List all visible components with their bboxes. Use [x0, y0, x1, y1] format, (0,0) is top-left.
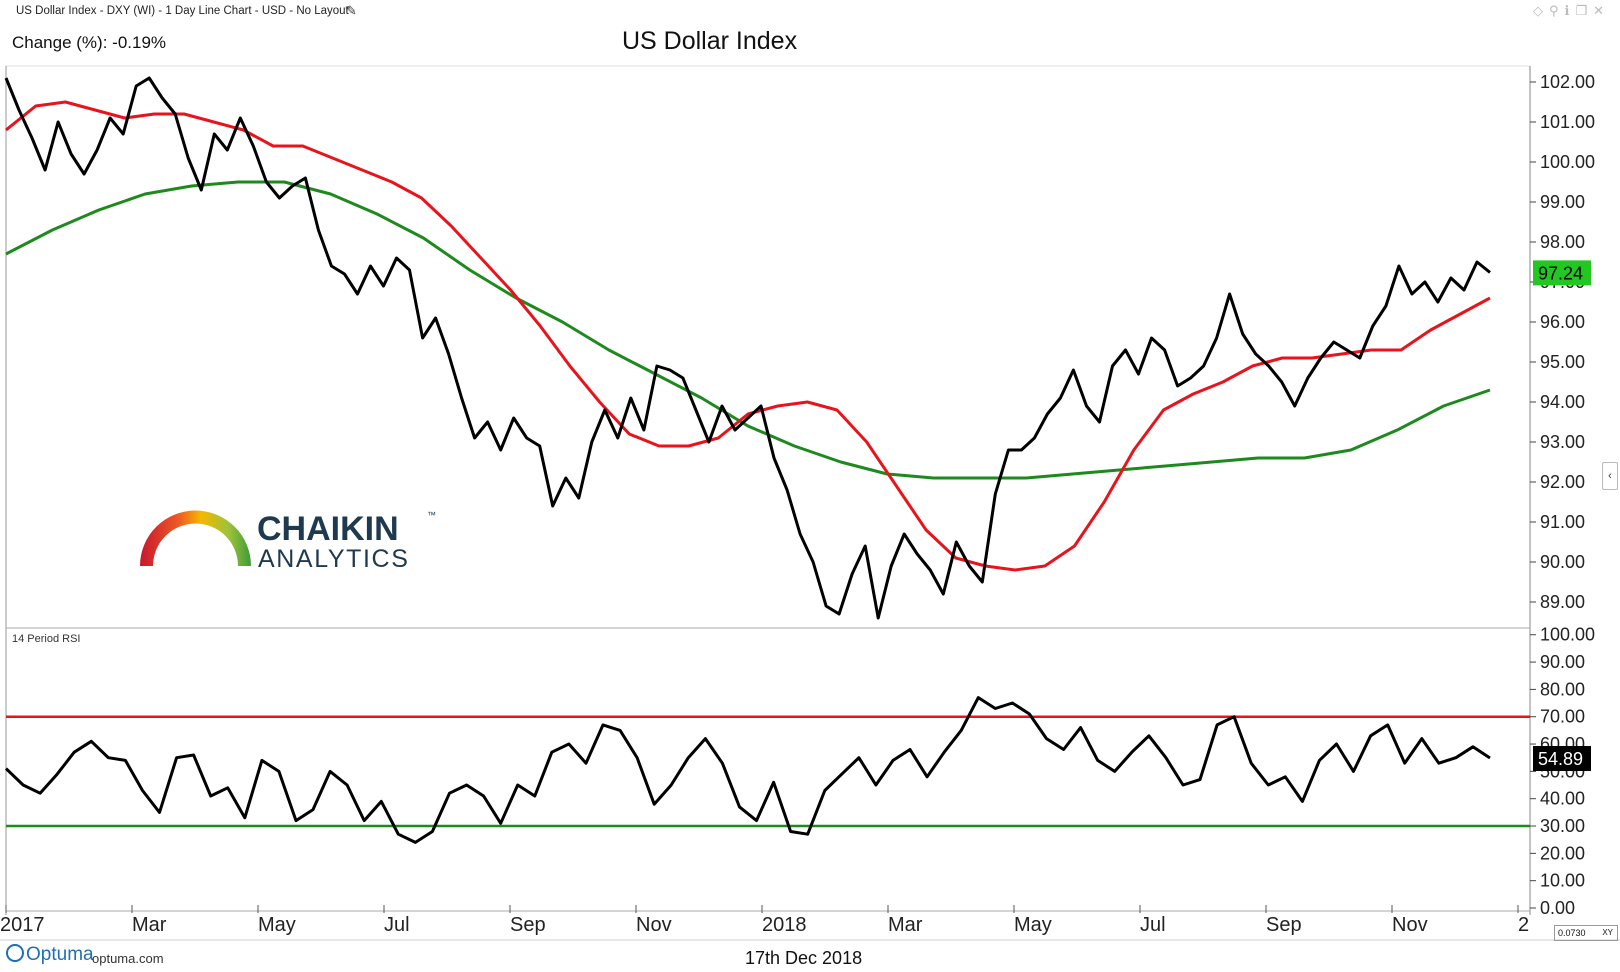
price-tick-label: 100.00	[1540, 152, 1595, 172]
x-tick-label: Mar	[132, 914, 167, 936]
x-tick-label: Jul	[384, 914, 410, 936]
rsi-tick-label: 20.00	[1540, 843, 1585, 863]
x-tick-label: Mar	[888, 914, 923, 936]
optuma-url[interactable]: optuma.com	[92, 951, 164, 966]
optuma-logo-icon	[6, 944, 24, 962]
rsi-line	[4, 696, 1491, 844]
x-tick-label: Nov	[636, 914, 672, 936]
ma200-line	[5, 180, 1491, 480]
change-percent: Change (%): -0.19%	[12, 33, 167, 52]
price-tick-label: 99.00	[1540, 192, 1585, 212]
rsi-tick-label: 30.00	[1540, 816, 1585, 836]
price-axis: 89.00 90.00 91.00 92.00 93.00 94.00 95.00 96.00…	[1530, 72, 1595, 612]
price-tick-label: 95.00	[1540, 352, 1585, 372]
close-icon[interactable]: ✕	[1593, 3, 1610, 18]
price-tick-label: 96.00	[1540, 312, 1585, 332]
price-last-tag-label: 97.24	[1538, 263, 1583, 283]
price-last-tag	[1533, 260, 1591, 286]
optuma-brand[interactable]: Optuma	[6, 944, 94, 966]
rsi-axis: 0.0010.0020.0030.0040.0050.0060.0070.008…	[1530, 625, 1595, 918]
ma50-series	[5, 100, 1491, 572]
chaikin-logo: CHAIKIN ™ ANALYTICS	[140, 510, 436, 573]
diamond-icon[interactable]: ◇	[1532, 3, 1549, 18]
x-tick-label: 2018	[762, 914, 807, 936]
x-tick-label: 2017	[0, 914, 45, 936]
collapse-panel-button[interactable]: ‹	[1602, 462, 1618, 490]
price-tick-label: 91.00	[1540, 512, 1585, 532]
chart-date: 17th Dec 2018	[745, 948, 863, 968]
restore-icon[interactable]: ❐	[1575, 3, 1594, 18]
price-tick-label: 92.00	[1540, 472, 1585, 492]
rsi-tick-label: 80.00	[1540, 679, 1585, 699]
price-tick-label: 89.00	[1540, 592, 1585, 612]
pin-icon[interactable]: ⚲	[1548, 3, 1565, 18]
x-tick-label: May	[258, 914, 296, 936]
chevron-left-icon: ‹	[1608, 470, 1612, 482]
rsi-last-tag-label: 54.89	[1538, 749, 1583, 769]
logo-line1: CHAIKIN	[257, 510, 399, 548]
rsi-tick-label: 90.00	[1540, 652, 1585, 672]
time-axis: 2017 Mar May Jul Sep Nov 2018 Mar May Jul Sep Nov 2	[0, 905, 1529, 936]
price-tick-label: 98.00	[1540, 232, 1585, 252]
info-icon[interactable]: ℹ	[1564, 3, 1576, 18]
x-tick-label: 2	[1518, 914, 1529, 936]
rsi-last-tag	[1533, 746, 1591, 772]
rsi-tick-label: 0.00	[1540, 898, 1575, 918]
logo-trademark: ™	[427, 510, 436, 520]
gauge-icon	[140, 510, 251, 566]
rsi-tick-label: 40.00	[1540, 789, 1585, 809]
rsi-reference-lines	[6, 715, 1530, 828]
price-tick-label: 90.00	[1540, 552, 1585, 572]
x-tick-label: May	[1014, 914, 1052, 936]
price-line	[4, 76, 1491, 620]
rsi-tick-label: 100.00	[1540, 625, 1595, 645]
price-tick-label: 101.00	[1540, 112, 1595, 132]
chart-info: US Dollar Index - DXY (WI) - 1 Day Line …	[16, 5, 349, 17]
x-tick-label: Jul	[1140, 914, 1166, 936]
logo-line2: ANALYTICS	[258, 545, 409, 573]
edit-pencil-icon[interactable]: ✎	[346, 3, 357, 18]
x-tick-label: Nov	[1392, 914, 1428, 936]
price-series	[4, 76, 1491, 620]
x-tick-label: Sep	[510, 914, 546, 936]
price-tick-label: 102.00	[1540, 72, 1595, 92]
rsi-series	[4, 696, 1491, 844]
ma200-series	[5, 180, 1491, 480]
rsi-tick-label: 70.00	[1540, 707, 1585, 727]
rsi-panel-label: 14 Period RSI	[12, 633, 81, 645]
last-value-tags: 97.24 54.89	[1533, 260, 1591, 772]
chart-title: US Dollar Index	[622, 27, 798, 55]
window-controls[interactable]: ◇⚲ℹ❐✕	[1533, 3, 1610, 19]
rsi-tick-label: 10.00	[1540, 871, 1585, 891]
x-tick-label: Sep	[1266, 914, 1302, 936]
ma50-line	[5, 100, 1491, 572]
price-tick-label: 93.00	[1540, 432, 1585, 452]
xy-readout[interactable]: 0.0730 XY	[1554, 925, 1618, 941]
price-tick-label: 94.00	[1540, 392, 1585, 412]
